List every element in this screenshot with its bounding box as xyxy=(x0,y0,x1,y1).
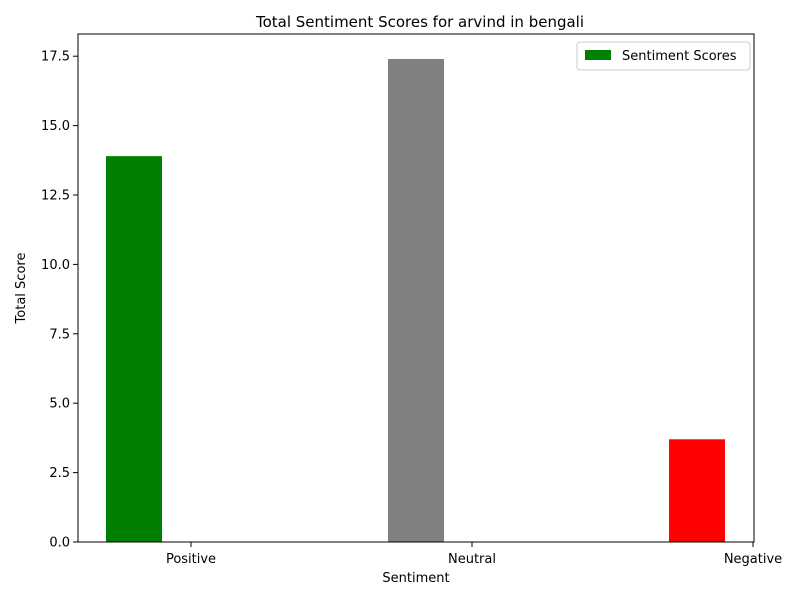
x-tick-label: Positive xyxy=(166,552,216,567)
legend-label: Sentiment Scores xyxy=(622,49,737,64)
x-tick-label: Neutral xyxy=(448,552,496,567)
y-tick-label: 0.0 xyxy=(49,536,70,551)
y-tick-label: 10.0 xyxy=(41,258,70,273)
bar-positive xyxy=(106,156,162,542)
y-axis-ticks: 0.0 2.5 5.0 7.5 10.0 12.5 15.0 17.5 xyxy=(41,50,78,551)
bar-neutral xyxy=(388,58,444,542)
y-tick-label: 17.5 xyxy=(41,50,70,65)
plot-frame xyxy=(77,33,755,543)
legend-frame xyxy=(576,41,751,71)
bars-group xyxy=(106,58,725,542)
legend: Sentiment Scores xyxy=(576,41,751,71)
chart-title: Total Sentiment Scores for arvind in ben… xyxy=(255,13,584,31)
x-axis-title: Sentiment xyxy=(382,571,449,586)
x-axis-ticks: Positive Neutral Negative xyxy=(166,542,782,567)
y-tick-label: 15.0 xyxy=(41,119,70,134)
y-tick-label: 2.5 xyxy=(49,466,70,481)
y-tick-label: 12.5 xyxy=(41,189,70,204)
y-axis-title: Total Score xyxy=(14,253,29,325)
legend-swatch xyxy=(585,50,611,60)
y-tick-label: 5.0 xyxy=(49,397,70,412)
y-tick-label: 7.5 xyxy=(49,327,70,342)
bar-negative xyxy=(669,439,725,542)
x-tick-label: Negative xyxy=(724,552,782,567)
